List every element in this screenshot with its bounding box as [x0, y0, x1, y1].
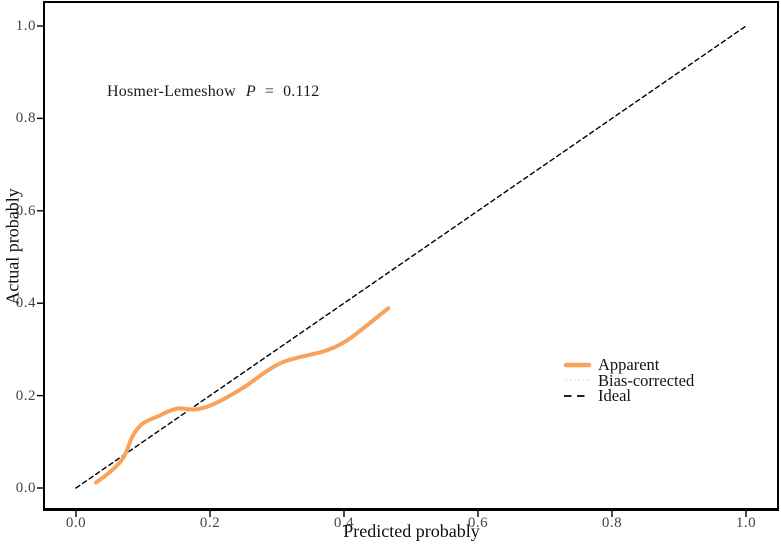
legend-entry-apparent: Apparent [563, 357, 694, 373]
annotation-p-value: 0.112 [283, 83, 320, 100]
x-tick-label: 1.0 [735, 515, 757, 531]
y-tick-label: 0.8 [15, 110, 36, 127]
legend: Apparent Bias-corrected Ideal [563, 357, 694, 404]
y-tick-label: 0.4 [15, 295, 36, 312]
x-tick-label: 0.6 [467, 515, 489, 531]
x-tick-label: 0.4 [333, 515, 355, 531]
hosmer-lemeshow-annotation: Hosmer-Lemeshow P = 0.112 [107, 83, 320, 101]
annotation-p-symbol: P [245, 83, 256, 100]
annotation-label: Hosmer-Lemeshow [107, 83, 236, 100]
y-tick-label: 0.0 [15, 480, 36, 496]
plot-frame [43, 1, 779, 511]
legend-label: Apparent [598, 355, 660, 374]
x-tick-label: 0.0 [65, 515, 87, 531]
y-tick-label: 1.0 [15, 18, 36, 34]
y-axis-title: Actual probably [2, 188, 23, 305]
annotation-equals: = [264, 83, 275, 100]
y-tick-label: 0.6 [15, 202, 36, 219]
bias-corrected-line-key-icon [565, 379, 590, 381]
apparent-line-key-icon [563, 362, 592, 367]
legend-entry-ideal: Ideal [563, 388, 694, 404]
x-tick-label: 0.8 [601, 515, 623, 531]
y-tick-label: 0.2 [15, 387, 36, 404]
legend-label: Ideal [598, 386, 631, 405]
legend-entry-bias-corrected: Bias-corrected [563, 370, 695, 390]
x-tick-label: 0.2 [199, 515, 221, 531]
ideal-line-key-icon [564, 394, 590, 397]
x-axis-title: Predicted probably [343, 521, 480, 541]
legend-label: Bias-corrected [598, 370, 695, 390]
